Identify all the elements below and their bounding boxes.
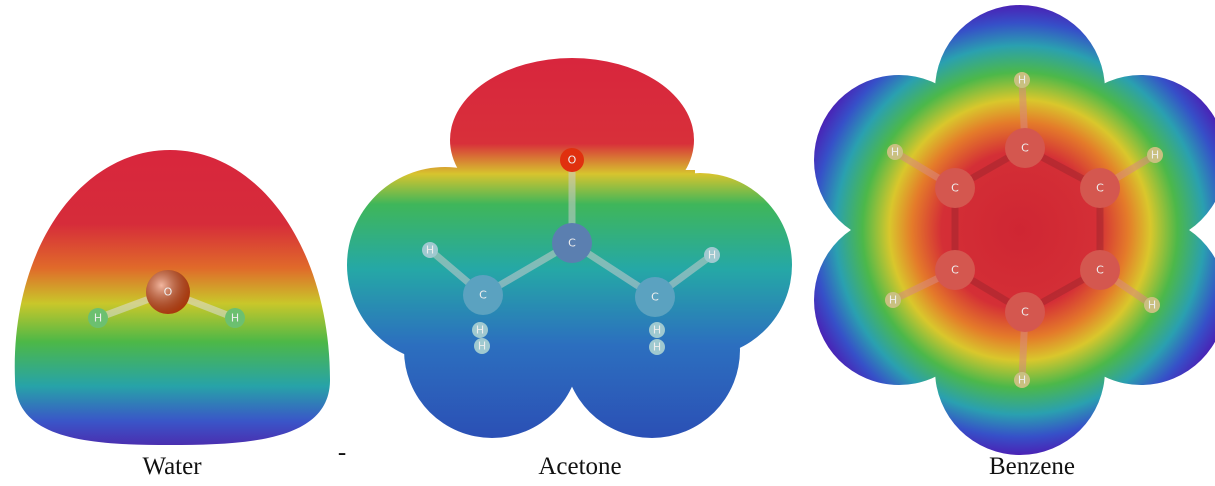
atom-label: H [231, 312, 239, 325]
atom-label: H [1018, 74, 1026, 87]
atom-label: H [426, 244, 434, 257]
atom-label: H [1151, 149, 1159, 162]
atom-label: C [1096, 182, 1104, 195]
figure: O H H O C C C H H H H H H [0, 0, 1215, 486]
atom-label: H [1018, 374, 1026, 387]
atom-label: H [889, 294, 897, 307]
atom-label: H [653, 341, 661, 354]
atom-label: O [164, 286, 173, 299]
atom-label: H [94, 312, 102, 325]
atom-label: C [568, 237, 576, 250]
atom-label: C [651, 291, 659, 304]
atom-label: C [951, 182, 959, 195]
atom-label: H [653, 324, 661, 337]
atom-label: C [1021, 142, 1029, 155]
atom-label: H [476, 324, 484, 337]
atom-label: H [891, 146, 899, 159]
atom-label: H [478, 340, 486, 353]
caption: Acetone [538, 453, 621, 480]
atom-label: C [1021, 306, 1029, 319]
atom-label: O [568, 154, 577, 167]
atom-label: C [1096, 264, 1104, 277]
atom-label: H [708, 249, 716, 262]
caption: Water [142, 453, 202, 480]
water-map: O H H [15, 150, 330, 445]
stray-mark: - [338, 439, 346, 466]
atom-label: H [1148, 299, 1156, 312]
atom-label: C [479, 289, 487, 302]
atom-label: C [951, 264, 959, 277]
benzene-map [814, 5, 1215, 455]
caption: Benzene [989, 453, 1075, 480]
